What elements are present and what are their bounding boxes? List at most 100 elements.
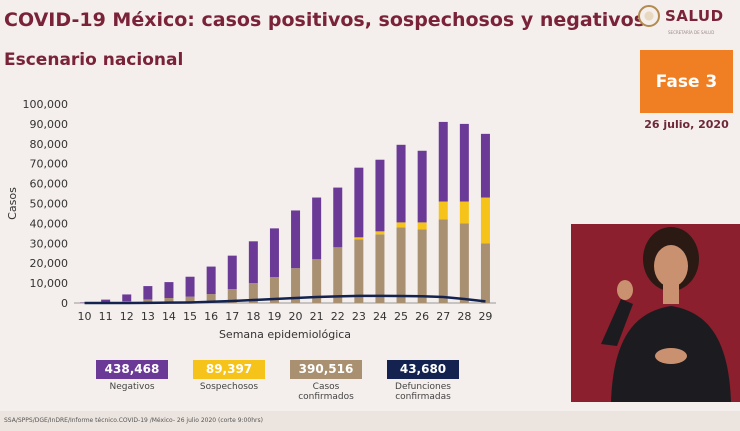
x-tick-label: 21 <box>310 310 324 323</box>
bar-segment <box>354 237 364 240</box>
bar-segment <box>417 229 427 303</box>
bar-segment <box>164 298 174 303</box>
bar-segment <box>480 133 490 198</box>
cases-chart: 0 10,000 20,000 30,000 40,000 50,000 60,000 70,… <box>6 98 496 341</box>
x-tick-label: 19 <box>267 310 281 323</box>
bar-segment <box>438 219 448 303</box>
bar-segment <box>459 201 469 224</box>
bar-segment <box>185 276 195 297</box>
stat-sospechosos: 89,397 Sospechosos <box>185 360 273 392</box>
x-tick-label: 22 <box>331 310 345 323</box>
x-tick-label: 14 <box>162 310 176 323</box>
stat-label: Sospechosos <box>199 382 259 392</box>
bar-segment <box>333 247 343 303</box>
x-tick-label: 23 <box>352 310 366 323</box>
y-tick-label: 0 <box>61 297 68 310</box>
bar-segment <box>206 266 216 295</box>
bar-segment <box>164 282 174 299</box>
y-tick-label: 80,000 <box>30 138 69 151</box>
y-tick-label: 30,000 <box>30 237 69 250</box>
x-axis-title: Semana epidemiológica <box>219 328 351 341</box>
bar-segment <box>396 222 406 228</box>
bar-segment <box>354 167 364 238</box>
x-tick-label: 12 <box>120 310 134 323</box>
x-tick-label: 17 <box>225 310 239 323</box>
bar-segment <box>227 255 237 290</box>
y-tick-label: 100,000 <box>23 98 69 111</box>
bar-segment <box>396 144 406 223</box>
stat-label: Negativos <box>109 382 155 392</box>
stats-row: 438,468 Negativos 89,397 Sospechosos 390… <box>88 360 488 410</box>
logo-text: SALUD <box>665 7 724 25</box>
bar-segment <box>438 121 448 202</box>
bar-segment <box>248 241 258 284</box>
bar-segment <box>480 197 490 244</box>
logo-subtext: SECRETARÍA DE SALUD <box>668 30 715 35</box>
stat-defunciones: 43,680 Defunciones confirmadas <box>379 360 467 402</box>
x-tick-label: 24 <box>373 310 387 323</box>
bar-segment <box>185 296 195 303</box>
x-tick-label: 28 <box>457 310 471 323</box>
y-tick-label: 90,000 <box>30 118 69 131</box>
bar-segment <box>122 294 132 302</box>
bar-segment <box>143 286 153 300</box>
bar-segment <box>438 201 448 220</box>
bar-segment <box>354 239 364 303</box>
y-tick-label: 50,000 <box>30 198 69 211</box>
bar-segment <box>375 231 385 235</box>
bar-segment <box>417 150 427 223</box>
interpreter-image <box>571 224 740 402</box>
bar-segment <box>227 289 237 303</box>
y-tick-label: 10,000 <box>30 277 69 290</box>
bar-segment <box>291 268 301 303</box>
y-tick-label: 70,000 <box>30 158 69 171</box>
sign-language-video <box>571 224 740 402</box>
y-axis-title: Casos <box>6 187 19 220</box>
x-tick-label: 18 <box>246 310 260 323</box>
bar-segment <box>417 222 427 230</box>
bar-segment <box>269 228 279 278</box>
bar-segment <box>459 123 469 202</box>
x-tick-label: 20 <box>289 310 303 323</box>
x-tick-label: 25 <box>394 310 408 323</box>
bar-segment <box>375 159 385 232</box>
bar-segment <box>101 299 111 303</box>
x-tick-label: 13 <box>141 310 155 323</box>
x-tick-label: 16 <box>204 310 218 323</box>
stat-value: 438,468 <box>96 360 168 379</box>
bar-segment <box>480 243 490 303</box>
phase-date: 26 julio, 2020 <box>644 118 729 131</box>
bar-segment <box>248 283 258 303</box>
stat-value: 43,680 <box>387 360 459 379</box>
x-tick-label: 15 <box>183 310 197 323</box>
bar-segment <box>269 277 279 303</box>
x-tick-label: 27 <box>436 310 450 323</box>
stat-negativos: 438,468 Negativos <box>88 360 176 392</box>
x-tick-label: 10 <box>78 310 92 323</box>
bar-segment <box>291 210 301 269</box>
bar-segment <box>459 223 469 303</box>
stat-value: 390,516 <box>290 360 362 379</box>
bar-segment <box>312 197 322 260</box>
salud-logo: SALUD <box>638 2 738 30</box>
x-tick-label: 11 <box>99 310 113 323</box>
bar-segment <box>143 299 153 303</box>
coat-of-arms-icon <box>638 5 660 27</box>
bar-segment <box>333 187 343 248</box>
source-footer: SSA/SPPS/DGE/InDRE/Informe técnico.COVID… <box>0 411 740 431</box>
phase-badge: Fase 3 <box>640 50 733 113</box>
bar-segment <box>312 259 322 303</box>
stat-value: 89,397 <box>193 360 265 379</box>
bar-segment <box>396 227 406 303</box>
bar-segment <box>375 234 385 303</box>
x-tick-label: 29 <box>478 310 492 323</box>
stat-label: Casos confirmados <box>298 382 354 402</box>
y-tick-label: 20,000 <box>30 257 69 270</box>
page-subtitle: Escenario nacional <box>4 50 184 70</box>
x-tick-label: 26 <box>415 310 429 323</box>
bar-segment <box>206 294 216 303</box>
stat-label: Defunciones confirmadas <box>395 382 451 402</box>
y-tick-label: 60,000 <box>30 178 69 191</box>
page-title: COVID-19 México: casos positivos, sospec… <box>4 9 645 31</box>
y-tick-label: 40,000 <box>30 217 69 230</box>
